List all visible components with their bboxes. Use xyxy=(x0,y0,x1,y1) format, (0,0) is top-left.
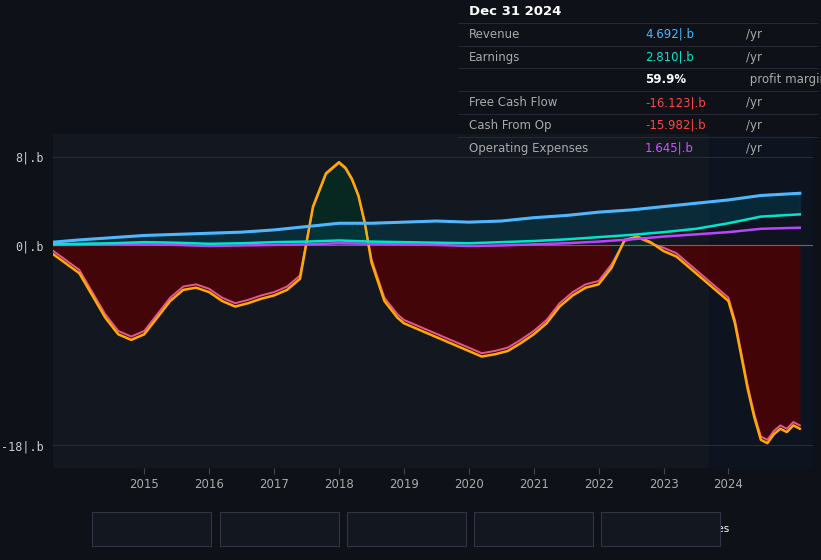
Text: 59.9%: 59.9% xyxy=(645,73,686,86)
Text: Cash From Op: Cash From Op xyxy=(469,119,552,132)
Text: Revenue: Revenue xyxy=(469,27,521,41)
Text: 2.810|.b: 2.810|.b xyxy=(645,50,694,63)
Text: Revenue: Revenue xyxy=(115,524,160,534)
Text: -16.123|.b: -16.123|.b xyxy=(645,96,706,109)
Text: /yr: /yr xyxy=(745,96,762,109)
Text: Operating Expenses: Operating Expenses xyxy=(469,142,588,155)
Text: /yr: /yr xyxy=(745,50,762,63)
Text: ●: ● xyxy=(484,524,493,534)
Text: /yr: /yr xyxy=(745,119,762,132)
Text: 1.645|.b: 1.645|.b xyxy=(645,142,694,155)
Bar xyxy=(709,134,813,468)
Text: /yr: /yr xyxy=(745,142,762,155)
Text: ●: ● xyxy=(356,524,365,534)
Text: 4.692|.b: 4.692|.b xyxy=(645,27,694,41)
Text: Operating Expenses: Operating Expenses xyxy=(624,524,730,534)
Text: Earnings: Earnings xyxy=(469,50,521,63)
Text: ●: ● xyxy=(229,524,238,534)
Text: Earnings: Earnings xyxy=(243,524,288,534)
Text: Dec 31 2024: Dec 31 2024 xyxy=(469,5,562,18)
Text: /yr: /yr xyxy=(745,27,762,41)
Text: Cash From Op: Cash From Op xyxy=(497,524,570,534)
Text: Free Cash Flow: Free Cash Flow xyxy=(370,524,448,534)
Text: profit margin: profit margin xyxy=(745,73,821,86)
Text: ●: ● xyxy=(102,524,111,534)
Text: -15.982|.b: -15.982|.b xyxy=(645,119,706,132)
Text: ●: ● xyxy=(611,524,620,534)
Text: Free Cash Flow: Free Cash Flow xyxy=(469,96,557,109)
